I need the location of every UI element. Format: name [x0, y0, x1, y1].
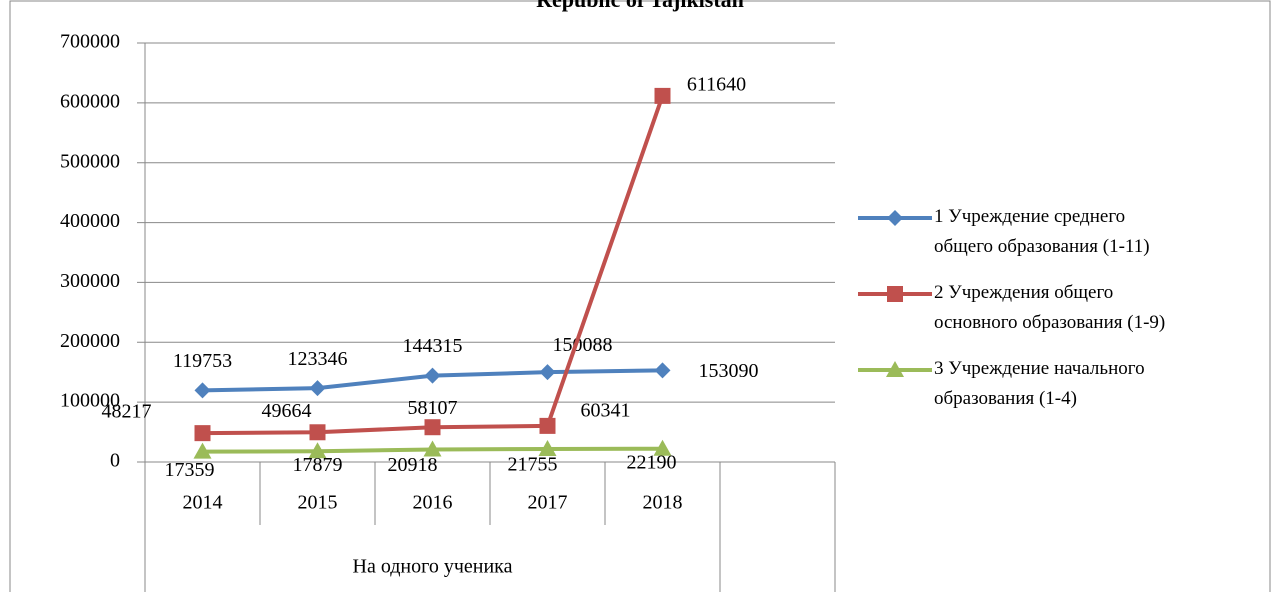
- data-label: 17359: [165, 459, 215, 481]
- point-marker: [424, 419, 441, 436]
- x-tick-label: 2014: [183, 492, 223, 514]
- legend-label: 1 Учреждение среднего общего образования …: [934, 206, 1150, 257]
- y-tick-label: 300000: [60, 270, 120, 292]
- point-marker: [423, 440, 442, 457]
- x-tick-label: 2016: [413, 492, 453, 514]
- y-tick-label: 500000: [60, 150, 120, 172]
- data-label: 123346: [288, 348, 348, 370]
- data-label: 49664: [262, 400, 312, 422]
- data-label: 48217: [102, 401, 152, 423]
- legend-marker: [887, 210, 903, 226]
- data-label: 58107: [408, 397, 458, 419]
- point-marker: [654, 362, 671, 379]
- data-label: 20918: [388, 454, 438, 476]
- point-marker: [194, 425, 211, 442]
- point-marker: [539, 417, 556, 434]
- data-label: 153090: [699, 360, 759, 382]
- category-group-label: На одного ученика: [353, 556, 513, 578]
- y-tick-label: 200000: [60, 330, 120, 352]
- x-tick-label: 2017: [528, 492, 568, 514]
- point-marker: [193, 442, 212, 459]
- chart-title: Republic of Tajikistan: [536, 0, 744, 12]
- legend-marker: [887, 286, 903, 302]
- point-marker: [424, 367, 441, 384]
- point-marker: [653, 439, 672, 456]
- x-tick-label: 2015: [298, 492, 338, 514]
- data-label: 21755: [508, 454, 558, 476]
- point-marker: [308, 442, 327, 459]
- chart-frame: [9, 0, 1271, 592]
- data-label: 144315: [403, 335, 463, 357]
- point-marker: [654, 87, 671, 104]
- point-marker: [538, 439, 557, 456]
- y-tick-label: 600000: [60, 90, 120, 112]
- x-tick-label: 2018: [643, 492, 683, 514]
- point-marker: [539, 364, 556, 381]
- y-tick-label: 0: [110, 450, 120, 472]
- data-label: 60341: [581, 399, 631, 421]
- point-marker: [309, 380, 326, 397]
- legend-marker: [886, 361, 904, 377]
- y-tick-label: 700000: [60, 31, 120, 53]
- data-label: 17879: [293, 454, 343, 476]
- y-tick-label: 100000: [60, 390, 120, 412]
- data-label: 22190: [627, 451, 677, 473]
- legend-label: 3 Учреждение начального образования (1-4): [934, 358, 1145, 409]
- point-marker: [309, 424, 326, 441]
- data-label: 119753: [173, 350, 232, 372]
- data-label: 611640: [687, 73, 746, 95]
- point-marker: [194, 382, 211, 399]
- y-tick-label: 400000: [60, 210, 120, 232]
- legend-label: 2 Учреждения общего основного образования…: [934, 282, 1165, 333]
- data-label: 150088: [553, 334, 613, 356]
